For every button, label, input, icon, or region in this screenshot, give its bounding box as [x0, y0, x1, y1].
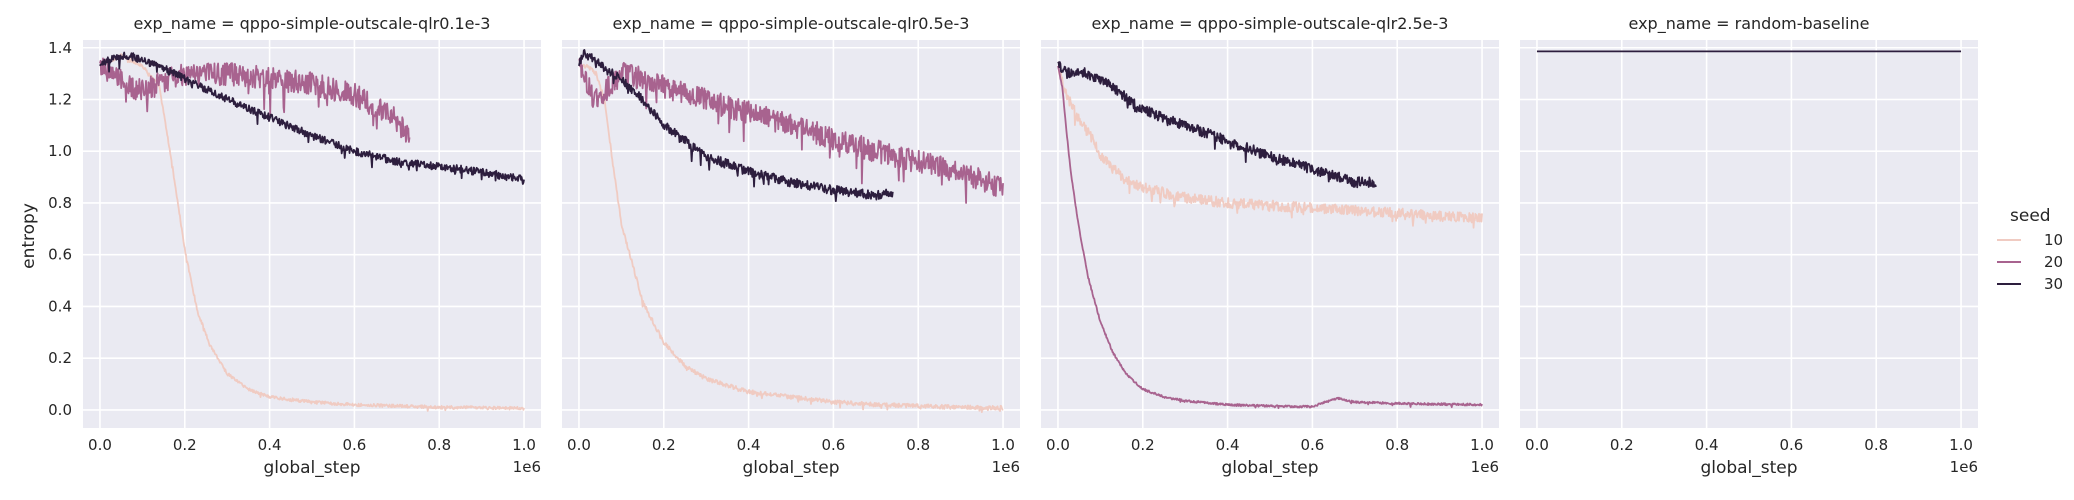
legend-label-seed-10: 10	[2044, 231, 2063, 249]
x-tick-label: 0.2	[173, 436, 197, 454]
x-tick-label: 1.0	[1949, 436, 1973, 454]
y-tick-label: 1.0	[48, 142, 72, 160]
plot-area	[562, 40, 1020, 428]
y-axis-label: entropy	[19, 203, 39, 269]
y-tick-label: 0.2	[48, 349, 72, 367]
series-line-seed-30	[99, 51, 525, 185]
x-tick-label: 0.6	[821, 436, 845, 454]
facet-title: exp_name = qppo-simple-outscale-qlr0.1e-…	[134, 14, 491, 34]
y-tick-label: 0.6	[48, 246, 72, 264]
x-tick-label: 1.0	[1470, 436, 1494, 454]
facet-title: exp_name = qppo-simple-outscale-qlr0.5e-…	[613, 14, 970, 34]
x-tick-label: 0.6	[342, 436, 366, 454]
x-tick-label: 1.0	[991, 436, 1015, 454]
x-tick-label: 0.8	[427, 436, 451, 454]
x-tick-label: 0.2	[1610, 436, 1634, 454]
y-tick-label: 0.4	[48, 297, 72, 315]
x-tick-label: 0.4	[1216, 436, 1240, 454]
x-tick-label: 0.0	[88, 436, 112, 454]
y-tick-label: 0.0	[48, 401, 72, 419]
panels: 0.0 0.2 0.4 0.6 0.8 1.0 1.2 1.4 0.0 0.2 0.4 0.6 0.8 1…	[48, 14, 1978, 478]
x-axis-label: global_step	[263, 458, 360, 478]
y-tick-label: 1.2	[48, 90, 72, 108]
x-tick-label: 0.6	[1779, 436, 1803, 454]
legend-label-seed-30: 30	[2044, 275, 2063, 293]
facet-panel-3: 0.0 0.2 0.4 0.6 0.8 1.0 exp_name = qppo-simple…	[1041, 14, 1499, 478]
x-tick-label: 0.8	[906, 436, 930, 454]
x-tick-label: 0.4	[258, 436, 282, 454]
series-line-seed-20	[578, 56, 1004, 204]
x-tick-label: 0.2	[1131, 436, 1155, 454]
x-axis-offset-label: 1e6	[992, 458, 1020, 476]
facet-panel-2: 0.0 0.2 0.4 0.6 0.8 1.0 exp_name = qppo-simple…	[562, 14, 1020, 478]
x-axis-label: global_step	[1221, 458, 1318, 478]
series-line-seed-10	[578, 63, 1004, 414]
facet-title: exp_name = random-baseline	[1629, 14, 1870, 34]
y-tick-label: 1.4	[48, 39, 72, 57]
legend-title: seed	[2010, 206, 2051, 226]
series-line-seed-10	[99, 53, 525, 412]
x-axis-offset-label: 1e6	[513, 458, 541, 476]
facet-panel-4: 0.0 0.2 0.4 0.6 0.8 1.0 exp_name = random-base…	[1520, 14, 1978, 478]
facet-title: exp_name = qppo-simple-outscale-qlr2.5e-…	[1092, 14, 1449, 34]
plot-area	[1520, 40, 1978, 428]
series-line-seed-10	[1057, 65, 1483, 229]
x-tick-label: 0.0	[1525, 436, 1549, 454]
x-tick-label: 0.2	[652, 436, 676, 454]
x-tick-label: 1.0	[512, 436, 536, 454]
plot-area	[83, 40, 541, 428]
series-line-seed-30	[578, 49, 894, 203]
x-tick-label: 0.6	[1300, 436, 1324, 454]
x-tick-label: 0.4	[1695, 436, 1719, 454]
legend: seed 10 20 30	[1997, 206, 2063, 293]
x-tick-label: 0.4	[737, 436, 761, 454]
x-axis-offset-label: 1e6	[1950, 458, 1978, 476]
x-tick-label: 0.8	[1864, 436, 1888, 454]
x-axis-offset-label: 1e6	[1471, 458, 1499, 476]
x-tick-label: 0.0	[567, 436, 591, 454]
series-line-seed-20	[99, 57, 411, 143]
x-axis-label: global_step	[1700, 458, 1797, 478]
series-line-seed-20	[1057, 65, 1483, 410]
x-tick-label: 0.8	[1385, 436, 1409, 454]
y-tick-label: 0.8	[48, 194, 72, 212]
legend-label-seed-20: 20	[2044, 253, 2063, 271]
facet-panel-1: 0.0 0.2 0.4 0.6 0.8 1.0 1.2 1.4 0.0 0.2 0.4 0.6 0.8 1…	[48, 14, 541, 478]
x-axis-label: global_step	[742, 458, 839, 478]
plot-area	[1041, 40, 1499, 428]
series-line-seed-30	[1057, 61, 1377, 189]
x-tick-label: 0.0	[1046, 436, 1070, 454]
